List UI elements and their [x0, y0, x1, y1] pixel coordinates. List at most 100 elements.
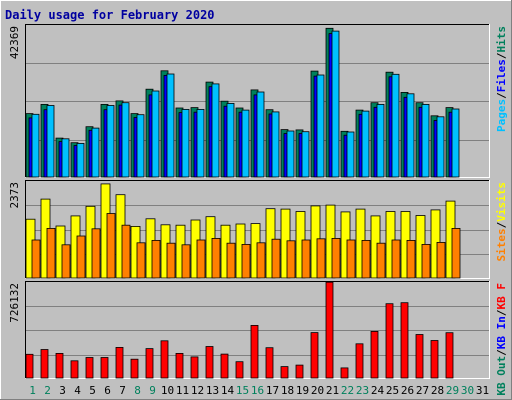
- x-tick-day-20: 20: [311, 384, 324, 397]
- bar-pages-day-18: [286, 130, 295, 178]
- bar-pages-day-15: [241, 109, 250, 178]
- bar-sites-day-10: [166, 242, 176, 279]
- bar-sites-day-19: [301, 239, 311, 279]
- x-tick-day-13: 13: [206, 384, 219, 397]
- y-max-label: 726132: [8, 283, 21, 323]
- bar-pages-day-29: [451, 108, 460, 178]
- x-tick-day-6: 6: [104, 384, 111, 397]
- bar-kb-f-day-20: [310, 332, 319, 379]
- bar-kb-f-day-12: [190, 356, 199, 379]
- bar-kb-f-day-6: [100, 357, 109, 379]
- bar-kb-f-day-8: [130, 358, 139, 379]
- chart-title: Daily usage for February 2020: [5, 8, 215, 22]
- x-tick-day-23: 23: [356, 384, 369, 397]
- bar-sites-day-16: [256, 242, 266, 279]
- bar-kb-f-day-18: [280, 366, 289, 379]
- bar-pages-day-17: [271, 111, 280, 178]
- bar-sites-day-4: [76, 235, 86, 279]
- bar-kb-f-day-24: [370, 330, 379, 379]
- legend-entry: Pages: [495, 99, 508, 132]
- bar-kb-f-day-1: [25, 353, 34, 379]
- x-tick-day-16: 16: [251, 384, 264, 397]
- bar-kb-f-day-13: [205, 346, 214, 379]
- x-tick-day-19: 19: [296, 384, 309, 397]
- bar-sites-day-28: [436, 241, 446, 279]
- bar-kb-f-day-16: [250, 324, 259, 379]
- legend-visits-sites: Sites/Visits: [495, 182, 508, 262]
- bar-pages-day-14: [226, 103, 235, 178]
- panels-group: 42369Pages/Files/Hits2373Sites/Visits726…: [8, 24, 508, 396]
- bar-sites-day-27: [421, 243, 431, 279]
- bar-pages-day-9: [151, 90, 160, 178]
- bar-pages-day-12: [196, 109, 205, 178]
- x-tick-day-21: 21: [326, 384, 339, 397]
- x-tick-day-4: 4: [74, 384, 81, 397]
- x-tick-day-15: 15: [236, 384, 249, 397]
- y-max-label: 2373: [8, 182, 21, 209]
- bar-kb-f-day-21: [325, 281, 334, 379]
- bars-visits-sites: [25, 183, 461, 279]
- bar-sites-day-24: [376, 242, 386, 279]
- bar-pages-day-19: [301, 131, 310, 178]
- bar-sites-day-1: [31, 239, 41, 279]
- bar-pages-day-7: [121, 102, 130, 178]
- bar-pages-day-10: [166, 73, 175, 178]
- x-tick-day-14: 14: [221, 384, 235, 397]
- bar-sites-day-12: [196, 239, 206, 279]
- bar-pages-day-20: [316, 74, 325, 178]
- bar-sites-day-25: [391, 239, 401, 279]
- x-tick-day-25: 25: [386, 384, 399, 397]
- bar-kb-f-day-27: [415, 334, 424, 379]
- legend-entry: Files: [495, 59, 508, 92]
- bar-kb-f-day-10: [160, 340, 169, 379]
- bar-pages-day-2: [46, 105, 55, 178]
- bar-pages-day-26: [406, 93, 415, 178]
- bar-sites-day-14: [226, 242, 236, 279]
- x-tick-day-5: 5: [89, 384, 96, 397]
- x-tick-day-3: 3: [59, 384, 66, 397]
- y-max-label: 42369: [8, 26, 21, 59]
- bar-pages-day-3: [61, 138, 70, 178]
- legend-entry: /: [495, 221, 508, 228]
- bar-kb-f-day-29: [445, 332, 454, 379]
- legend-entry: /: [495, 349, 508, 356]
- bar-sites-day-15: [241, 243, 251, 279]
- bar-kb-f-day-5: [85, 357, 94, 379]
- x-tick-day-8: 8: [134, 384, 141, 397]
- bar-kb-f-day-19: [295, 364, 304, 379]
- bar-kb-f-day-22: [340, 367, 349, 379]
- bar-kb-f-day-25: [385, 303, 394, 379]
- bar-sites-day-6: [106, 213, 116, 279]
- x-tick-day-26: 26: [401, 384, 414, 397]
- bar-pages-day-25: [391, 73, 400, 178]
- bar-sites-day-18: [286, 240, 296, 279]
- x-tick-day-10: 10: [161, 384, 174, 397]
- bar-sites-day-8: [136, 242, 146, 279]
- x-tick-day-2: 2: [44, 384, 51, 397]
- legend-entry: /: [495, 52, 508, 59]
- bar-sites-day-29: [451, 227, 461, 279]
- legend-entry: Hits: [495, 26, 508, 53]
- x-tick-day-18: 18: [281, 384, 294, 397]
- x-tick-day-22: 22: [341, 384, 354, 397]
- legend-kbf-kbin-kbout: KB Out/KB In/KB F: [495, 283, 508, 396]
- x-tick-day-28: 28: [431, 384, 444, 397]
- legend-hits-files-pages: Pages/Files/Hits: [495, 26, 508, 132]
- x-tick-day-1: 1: [29, 384, 36, 397]
- x-tick-day-12: 12: [191, 384, 204, 397]
- bar-sites-day-5: [91, 228, 101, 279]
- legend-entry: Visits: [495, 182, 508, 222]
- bar-pages-day-16: [256, 91, 265, 178]
- bar-pages-day-21: [331, 30, 340, 178]
- bar-pages-day-11: [181, 109, 190, 178]
- x-tick-day-7: 7: [119, 384, 126, 397]
- bar-sites-day-17: [271, 238, 281, 279]
- bar-pages-day-1: [31, 113, 40, 178]
- bar-pages-day-22: [346, 131, 355, 178]
- bar-pages-day-6: [106, 105, 115, 178]
- bar-kb-f-day-4: [70, 360, 79, 379]
- bar-pages-day-23: [361, 110, 370, 178]
